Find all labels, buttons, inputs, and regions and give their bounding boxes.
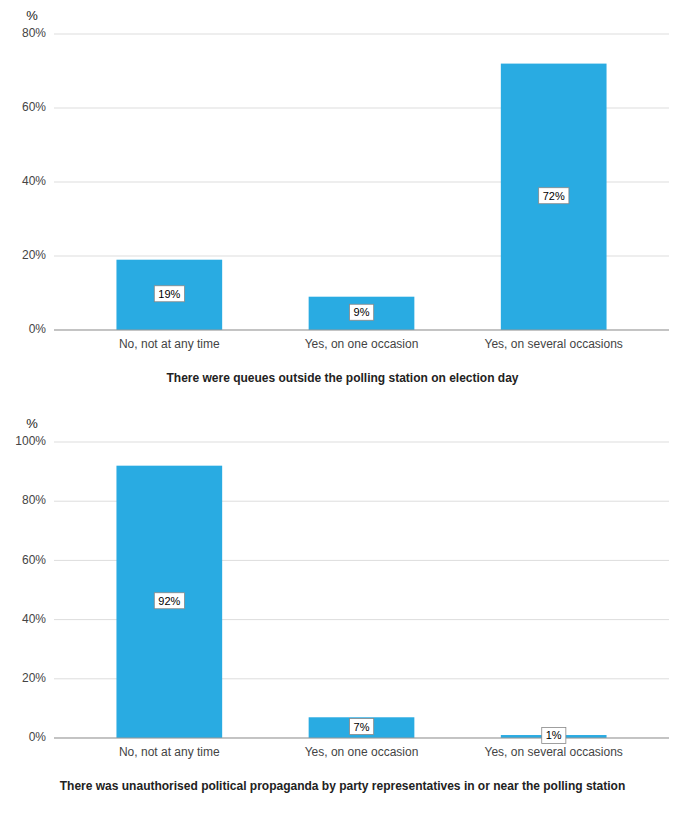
bar — [309, 717, 415, 738]
data-label: 92% — [154, 593, 184, 609]
x-tick-label: Yes, on one occasion — [305, 337, 419, 351]
grid-line — [54, 442, 669, 443]
grid-line — [54, 738, 669, 739]
bar — [501, 64, 607, 330]
bar — [309, 297, 415, 330]
y-tick-label: 60% — [22, 553, 46, 567]
x-tick-label: Yes, on several occasions — [485, 745, 623, 759]
grid-line — [54, 34, 669, 35]
y-tick-label: 0% — [29, 730, 47, 744]
x-axis-label: There were queues outside the polling st… — [166, 371, 518, 385]
bar — [116, 260, 222, 330]
data-label: 1% — [542, 727, 566, 743]
y-tick-label: 0% — [29, 322, 47, 336]
data-label-text: 9% — [354, 306, 370, 318]
x-tick-label: No, not at any time — [119, 745, 220, 759]
x-axis-label: There was unauthorised political propaga… — [60, 779, 625, 793]
x-axis-line — [54, 738, 669, 739]
y-tick-label: 20% — [22, 671, 46, 685]
data-label-box — [350, 304, 374, 320]
y-tick-label: 40% — [22, 612, 46, 626]
bar — [116, 466, 222, 738]
x-axis-line — [54, 330, 669, 331]
y-tick-label: 80% — [22, 493, 46, 507]
data-label-text: 7% — [354, 721, 370, 733]
bars — [116, 64, 606, 330]
data-label-text: 92% — [158, 595, 180, 607]
data-label: 19% — [154, 286, 184, 302]
data-label-box — [154, 593, 184, 609]
y-axis-label: % — [26, 416, 38, 431]
y-tick-label: 60% — [22, 100, 46, 114]
bar-chart: 0% 20% 40% 60% 80%% 19% 9% 72% No, not at any ti… — [0, 0, 685, 408]
data-label: 9% — [350, 304, 374, 320]
data-label-box — [154, 286, 184, 302]
figure: 0% 20% 40% 60% 80%% 19% 9% 72% No, not at any ti… — [0, 0, 685, 816]
data-label-box — [539, 188, 569, 204]
x-tick-label: Yes, on one occasion — [305, 745, 419, 759]
data-label: 7% — [350, 719, 374, 735]
data-label-text: 72% — [543, 190, 565, 202]
grid-line — [54, 330, 669, 331]
y-axis-label: % — [26, 8, 38, 23]
y-tick-label: 20% — [22, 248, 46, 262]
x-tick-label: No, not at any time — [119, 337, 220, 351]
data-label-text: 1% — [546, 729, 562, 741]
data-label-text: 19% — [158, 288, 180, 300]
grid — [54, 442, 669, 738]
bar-chart: 0% 20% 40% 60% 80% 100%% 92% 7% 1% No, not at any… — [0, 408, 685, 816]
y-tick-label: 100% — [15, 434, 46, 448]
x-tick-label: Yes, on several occasions — [485, 337, 623, 351]
y-tick-label: 80% — [22, 26, 46, 40]
data-label-box — [350, 719, 374, 735]
data-label: 72% — [539, 188, 569, 204]
data-label-box — [542, 727, 566, 743]
bars — [116, 466, 606, 738]
y-tick-label: 40% — [22, 174, 46, 188]
grid — [54, 34, 669, 330]
